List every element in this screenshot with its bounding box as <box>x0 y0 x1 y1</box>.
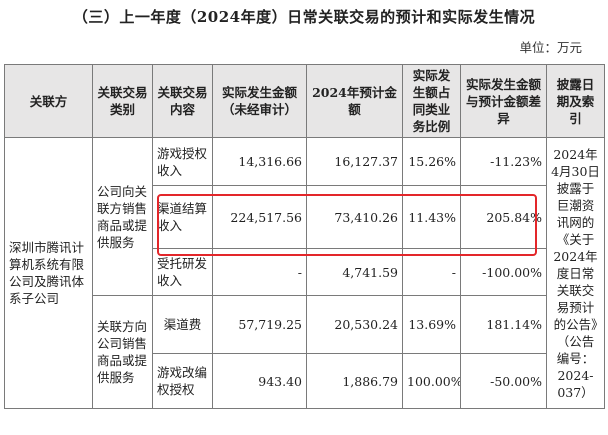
category-buy-cell: 关联方向公司销售商品或提供服务 <box>92 295 153 409</box>
content-cell: 游戏授权收入 <box>152 137 213 186</box>
table-row: 深圳市腾讯计算机系统有限公司及腾讯体系子公司 公司向关联方销售商品或提供服务 游… <box>4 137 605 409</box>
ratio-cell: 13.69% <box>402 295 461 354</box>
table-row: 关联方向公司销售商品或提供服务 渠道费 57,719.25 20,530.24 … <box>5 295 605 409</box>
header-row: 关联方 关联交易类别 关联交易内容 实际发生金额（未经审计） 2024年预计金额… <box>4 64 605 138</box>
ratio-cell: 15.26% <box>402 137 461 186</box>
diff-cell: 181.14% <box>460 295 547 354</box>
header-content: 关联交易内容 <box>152 64 213 138</box>
diff-cell: -50.00% <box>460 353 547 409</box>
forecast-cell: 73,410.26 <box>306 185 403 249</box>
header-disclosure: 披露日期及索引 <box>546 64 605 138</box>
forecast-cell: 16,127.37 <box>306 137 403 186</box>
party-cell: 深圳市腾讯计算机系统有限公司及腾讯体系子公司 <box>4 137 93 409</box>
header-diff: 实际发生金额与预计金额差异 <box>460 64 547 138</box>
content-cell: 游戏改编权授权 <box>152 353 213 409</box>
content-cell: 渠道结算收入 <box>152 185 213 249</box>
forecast-cell: 4,741.59 <box>306 248 403 296</box>
header-ratio: 实际发生额占同类业务比例 <box>402 64 461 138</box>
forecast-cell: 1,886.79 <box>306 353 403 409</box>
actual-cell: 14,316.66 <box>212 137 307 186</box>
related-transactions-table: 关联方 关联交易类别 关联交易内容 实际发生金额（未经审计） 2024年预计金额… <box>4 64 605 409</box>
unit-label: 单位：万元 <box>519 40 582 55</box>
header-party: 关联方 <box>4 64 93 138</box>
header-actual: 实际发生金额（未经审计） <box>212 64 307 138</box>
actual-cell: 57,719.25 <box>212 295 307 354</box>
diff-cell: -100.00% <box>460 248 547 296</box>
section-title: （三）上一年度（2024年度）日常关联交易的预计和实际发生情况 <box>72 8 536 26</box>
actual-cell: 224,517.56 <box>212 185 307 249</box>
content-cell: 渠道费 <box>152 295 213 354</box>
category-sell-cell: 公司向关联方销售商品或提供服务 <box>92 137 153 296</box>
ratio-cell: 11.43% <box>402 185 461 249</box>
table-row: 受托研发收入 - 4,741.59 - -100.00% <box>5 248 605 296</box>
actual-cell: 943.40 <box>212 353 307 409</box>
header-category: 关联交易类别 <box>92 64 153 138</box>
header-forecast: 2024年预计金额 <box>306 64 403 138</box>
table-row: 游戏改编权授权 943.40 1,886.79 100.00% -50.00% <box>5 353 605 409</box>
forecast-cell: 20,530.24 <box>306 295 403 354</box>
ratio-cell: 100.00% <box>402 353 461 409</box>
diff-cell: 205.84% <box>460 185 547 249</box>
diff-cell: -11.23% <box>460 137 547 186</box>
actual-cell: - <box>212 248 307 296</box>
ratio-cell: - <box>402 248 461 296</box>
content-cell: 受托研发收入 <box>152 248 213 296</box>
disclosure-cell: 2024年4月30日披露于巨潮资讯网的《关于2024年度日常关联交易预计的公告》… <box>546 137 605 409</box>
